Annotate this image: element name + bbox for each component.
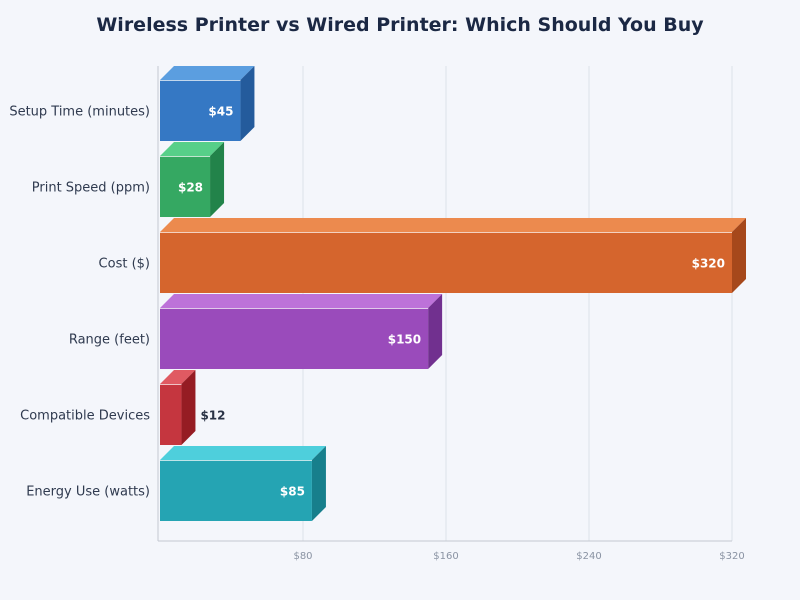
bar-top-face: [160, 294, 443, 308]
bar-side-face: [428, 294, 443, 369]
value-label: $85: [280, 485, 305, 499]
bar: [160, 460, 312, 521]
bar-top-face: [160, 218, 746, 232]
bar-side-face: [240, 66, 255, 141]
bar: [160, 156, 211, 217]
bar-top-face: [160, 446, 326, 460]
bar-top-face: [160, 142, 225, 156]
x-tick-label: $80: [293, 551, 312, 562]
bar-side-face: [210, 142, 225, 217]
value-label: $45: [208, 105, 233, 119]
value-label: $28: [178, 181, 203, 195]
category-label: Print Speed (ppm): [32, 181, 150, 196]
bar: [160, 384, 182, 445]
bar: [160, 80, 241, 141]
bar-side-face: [732, 218, 746, 293]
value-label: $12: [200, 409, 225, 423]
bar-top-face: [160, 370, 196, 384]
bar-side-face: [311, 446, 326, 521]
category-label: Setup Time (minutes): [9, 105, 150, 120]
chart-title: Wireless Printer vs Wired Printer: Which…: [96, 14, 704, 36]
bar-side-face: [181, 370, 196, 445]
x-tick-label: $240: [576, 551, 601, 562]
value-label: $150: [388, 333, 421, 347]
bar: [160, 308, 429, 369]
x-tick-label: $320: [719, 551, 744, 562]
value-label: $320: [692, 257, 725, 271]
category-label: Compatible Devices: [20, 409, 150, 424]
bar-top-face: [160, 66, 255, 80]
bar: [160, 232, 732, 293]
category-label: Range (feet): [69, 333, 150, 348]
category-label: Energy Use (watts): [26, 485, 150, 500]
x-tick-label: $160: [433, 551, 458, 562]
category-label: Cost ($): [99, 257, 150, 272]
